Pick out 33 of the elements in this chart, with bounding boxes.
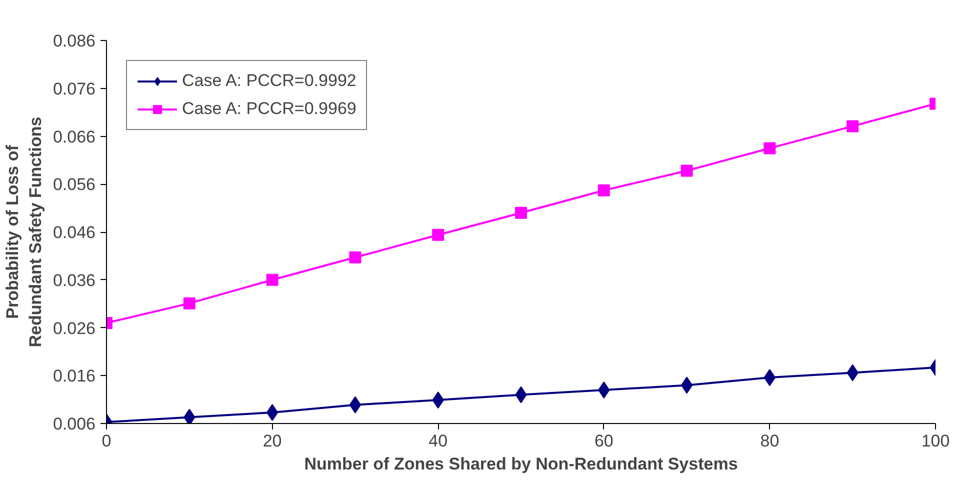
x-tick-label: 80	[760, 432, 780, 450]
x-tick-label: 60	[594, 432, 614, 450]
point	[680, 376, 693, 394]
point	[349, 396, 362, 414]
point	[266, 274, 278, 286]
point	[432, 228, 444, 241]
point	[349, 251, 362, 264]
point	[266, 404, 278, 421]
y-tick-label: 0.036	[52, 270, 96, 290]
y-tick-label: 0.016	[52, 366, 96, 386]
y-axis-title: Probability of Loss of Redundant Safety Functions	[3, 116, 45, 348]
point	[680, 164, 693, 177]
y-tick-label: 0.046	[52, 223, 96, 242]
point	[515, 206, 527, 219]
point	[764, 369, 776, 386]
point	[764, 142, 776, 154]
point	[184, 408, 196, 424]
point	[183, 297, 196, 310]
point	[846, 120, 859, 132]
y-tick-label: 0.066	[52, 127, 96, 146]
y-tick-label: 0.056	[52, 175, 96, 194]
y-tick-label: 0.086	[52, 32, 96, 50]
x-tick-label: 100	[921, 432, 950, 450]
legend-label: Case A: PCCR=0.9992	[182, 71, 356, 91]
legend-label: Case A: PCCR=0.9969	[182, 99, 356, 119]
x-tick-label: 40	[428, 432, 448, 450]
point	[598, 184, 610, 196]
y-tick-label: 0.076	[52, 79, 96, 98]
y-tick-label: 0.026	[52, 318, 96, 338]
x-tick-label: 20	[262, 432, 282, 450]
y-tick-label: 0.006	[52, 414, 96, 434]
x-axis-title: Number of Zones Shared by Non-Redundant Systems	[304, 454, 738, 474]
x-tick-label: 0	[102, 432, 112, 450]
